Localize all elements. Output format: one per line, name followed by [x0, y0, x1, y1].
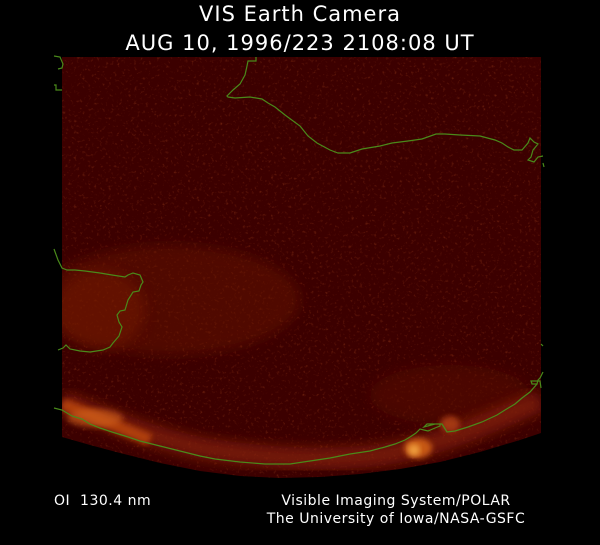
- camera-title: VIS Earth Camera: [199, 2, 401, 26]
- credit-block: Visible Imaging System/POLAR The Univers…: [236, 492, 556, 528]
- credit-line-institution: The University of Iowa/NASA-GSFC: [266, 511, 526, 527]
- coastline-overlay: [53, 55, 545, 465]
- wavelength-label: OI 130.4 nm: [54, 493, 152, 509]
- observation-timestamp: AUG 10, 1996/223 2108:08 UT: [125, 31, 475, 55]
- credit-line-instrument: Visible Imaging System/POLAR: [281, 493, 511, 509]
- earth-disk: [62, 57, 541, 478]
